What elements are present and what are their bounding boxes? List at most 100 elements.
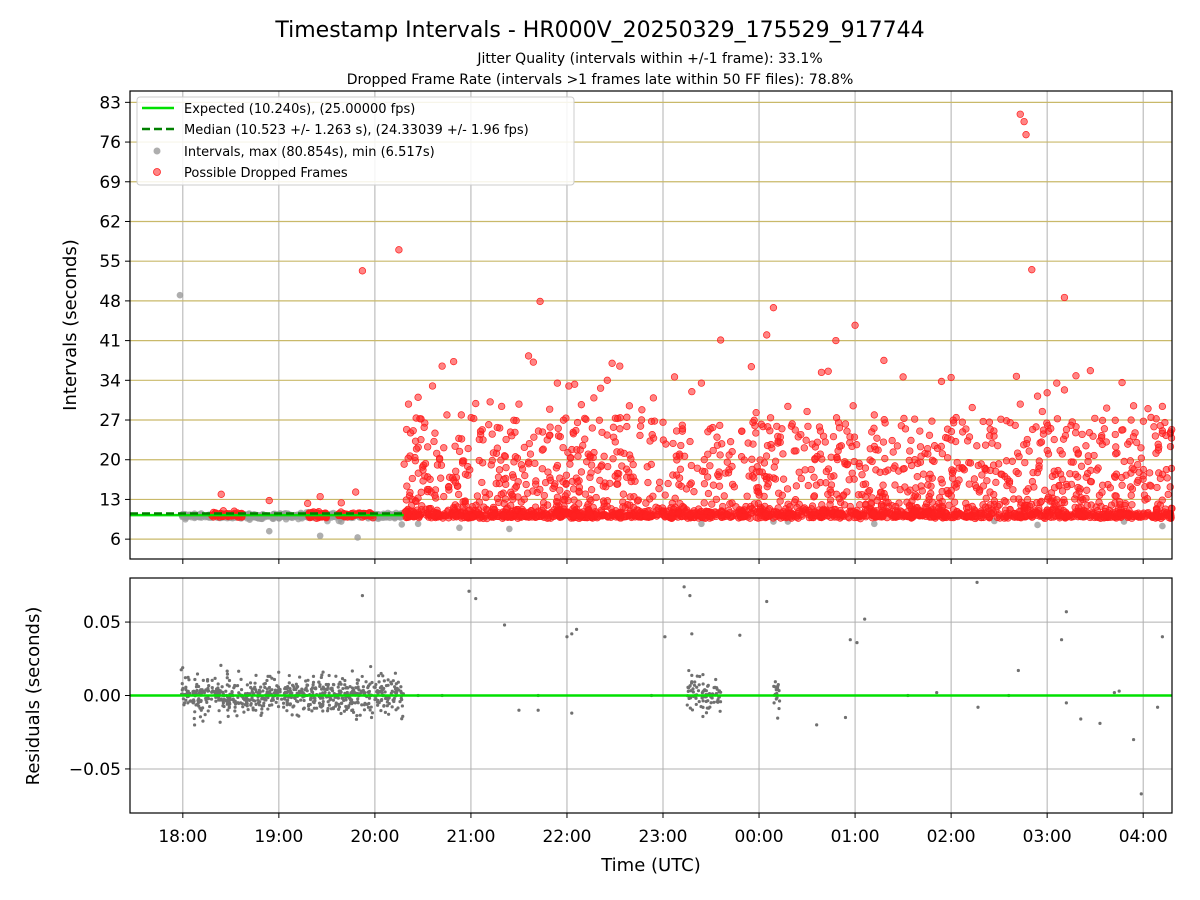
residuals-ytick-label-0: −0.05 — [69, 760, 121, 780]
dropped-point — [480, 503, 488, 511]
residual-point — [369, 705, 373, 709]
dropped-point — [950, 481, 959, 489]
dropped-point — [1072, 372, 1080, 380]
residual-point — [235, 684, 240, 688]
dropped-point — [466, 466, 474, 474]
residual-point — [377, 680, 381, 684]
dropped-point — [418, 502, 426, 510]
interval-point — [354, 534, 361, 541]
residual-point — [693, 680, 697, 684]
residual-point — [307, 707, 311, 711]
dropped-point — [858, 471, 866, 479]
dropped-point — [755, 467, 764, 476]
dropped-point — [604, 462, 612, 471]
residual-point — [377, 674, 381, 678]
residual-point — [294, 682, 298, 686]
dropped-point — [726, 438, 735, 446]
dropped-point — [992, 478, 1000, 487]
residual-point — [182, 702, 186, 707]
residual-point — [251, 708, 255, 712]
residual-point — [467, 589, 471, 593]
residual-point — [321, 709, 325, 713]
dropped-point — [654, 511, 662, 519]
dropped-point — [913, 473, 921, 481]
dropped-point — [430, 508, 438, 516]
residual-point — [208, 704, 212, 709]
residual-point — [206, 697, 211, 701]
residual-point — [976, 705, 980, 709]
dropped-point — [461, 470, 470, 478]
residual-point — [329, 686, 334, 690]
dropped-point — [704, 428, 712, 436]
dropped-point — [810, 473, 818, 481]
dropped-point — [824, 465, 833, 473]
dropped-point — [688, 388, 696, 396]
dropped-point — [882, 498, 890, 506]
dropped-point — [874, 446, 882, 454]
residual-point — [301, 707, 306, 711]
dropped-point — [431, 429, 439, 437]
dropped-point — [938, 450, 947, 458]
residual-point — [265, 687, 269, 691]
dropped-point — [647, 460, 655, 469]
residual-point — [855, 641, 859, 645]
dropped-point — [574, 452, 582, 460]
dropped-point — [659, 418, 667, 426]
dropped-point — [1166, 442, 1175, 451]
dropped-point — [752, 408, 760, 417]
xtick-label-6: 00:00 — [735, 827, 784, 847]
dropped-point — [985, 432, 994, 440]
residual-point — [701, 672, 705, 677]
residual-point — [245, 683, 249, 687]
dropped-point — [1161, 505, 1170, 513]
residual-point — [374, 682, 378, 687]
dropped-point — [1137, 444, 1145, 452]
dropped-point — [716, 336, 725, 344]
dropped-point — [531, 459, 539, 468]
residual-point — [320, 673, 324, 677]
residual-point — [345, 707, 349, 711]
chart-title: Timestamp Intervals - HR000V_20250329_17… — [274, 18, 924, 43]
residual-point — [384, 684, 389, 688]
residual-point — [712, 700, 716, 704]
dropped-point — [473, 508, 482, 516]
dropped-point — [700, 499, 708, 507]
dropped-point — [515, 400, 523, 408]
x-axis-label: Time (UTC) — [600, 855, 701, 876]
residual-point — [237, 691, 241, 695]
residual-point — [226, 714, 230, 718]
dropped-point — [958, 418, 966, 426]
dropped-point — [924, 481, 932, 489]
dropped-point — [1127, 416, 1135, 424]
dropped-point — [613, 480, 621, 488]
dropped-point — [1039, 430, 1048, 438]
residual-point — [210, 686, 214, 690]
dropped-point — [853, 509, 861, 518]
dropped-point — [747, 509, 755, 517]
dropped-point — [804, 481, 812, 490]
dropped-point — [524, 352, 533, 360]
dropped-point — [1017, 498, 1025, 506]
dropped-point — [826, 500, 834, 508]
dropped-point — [686, 437, 694, 446]
dropped-point — [587, 486, 596, 494]
residual-point — [393, 690, 397, 694]
residual-point — [400, 704, 404, 708]
residual-point — [1117, 689, 1121, 693]
residual-point — [327, 703, 332, 707]
dropped-point — [716, 421, 724, 430]
residual-point — [1155, 705, 1160, 709]
residual-point — [327, 673, 331, 678]
dropped-point — [1021, 458, 1029, 467]
dropped-point — [715, 482, 724, 490]
dropped-point — [738, 427, 746, 435]
dropped-point — [928, 417, 936, 425]
residual-point — [775, 695, 779, 700]
intervals-ytick-label-0: 6 — [110, 530, 121, 550]
residual-point — [682, 585, 686, 589]
dropped-point — [432, 494, 440, 502]
dropped-point — [1118, 481, 1126, 489]
dropped-point — [1082, 442, 1090, 450]
dropped-point — [615, 509, 623, 517]
residual-point — [191, 701, 195, 705]
